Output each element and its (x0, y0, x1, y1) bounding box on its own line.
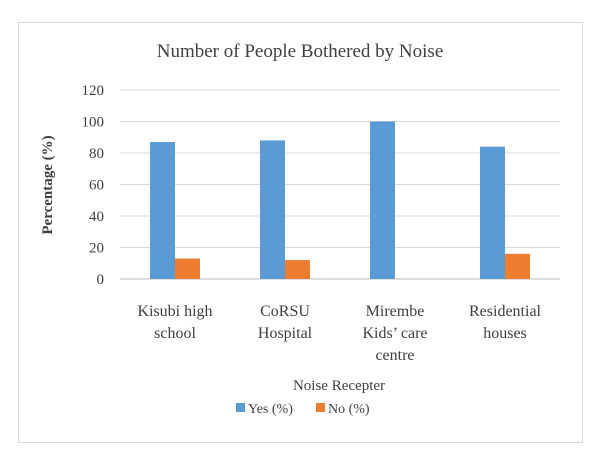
y-tick-0: 0 (97, 272, 105, 288)
legend-label-1: No (%) (328, 402, 370, 417)
category-line: CoRSU (260, 303, 310, 320)
bar-no-0 (175, 258, 200, 279)
y-tick-labels: 0 20 40 60 80 100 120 (82, 83, 105, 288)
category-line: Kisubi high (137, 303, 212, 320)
legend-label-0: Yes (%) (248, 402, 293, 417)
y-tick-100: 100 (82, 115, 105, 131)
category-line: centre (375, 347, 414, 364)
x-category-labels: Kisubi high school CoRSU Hospital Mirembe Kid… (137, 303, 541, 364)
legend-swatch-1 (316, 403, 325, 412)
category-line: Residential (469, 303, 542, 320)
bars (150, 121, 530, 279)
bar-no-1 (285, 260, 310, 279)
y-tick-40: 40 (89, 209, 104, 225)
x-category-label-2: Mirembe Kids’ care centre (363, 303, 428, 364)
y-axis-title: Percentage (%) (40, 135, 56, 234)
category-line: houses (483, 325, 527, 342)
y-tick-80: 80 (89, 146, 104, 162)
y-tick-120: 120 (82, 83, 105, 99)
category-line: school (154, 325, 196, 342)
x-category-label-0: Kisubi high school (137, 303, 212, 342)
x-category-label-3: Residential houses (469, 303, 542, 342)
category-line: Kids’ care (363, 325, 428, 342)
category-line: Hospital (258, 325, 313, 342)
bar-yes-3 (480, 146, 505, 279)
legend-swatch-0 (236, 403, 245, 412)
bar-yes-1 (260, 140, 285, 279)
legend: Yes (%) No (%) (236, 402, 370, 417)
bar-yes-2 (370, 121, 395, 279)
x-axis-title: Noise Recepter (293, 378, 385, 394)
bar-yes-0 (150, 141, 175, 279)
y-tick-20: 20 (89, 241, 104, 257)
x-category-label-1: CoRSU Hospital (258, 303, 313, 342)
chart-title: Number of People Bothered by Noise (157, 41, 444, 62)
y-tick-60: 60 (89, 178, 104, 194)
bar-no-3 (505, 253, 530, 279)
category-line: Mirembe (366, 303, 425, 320)
